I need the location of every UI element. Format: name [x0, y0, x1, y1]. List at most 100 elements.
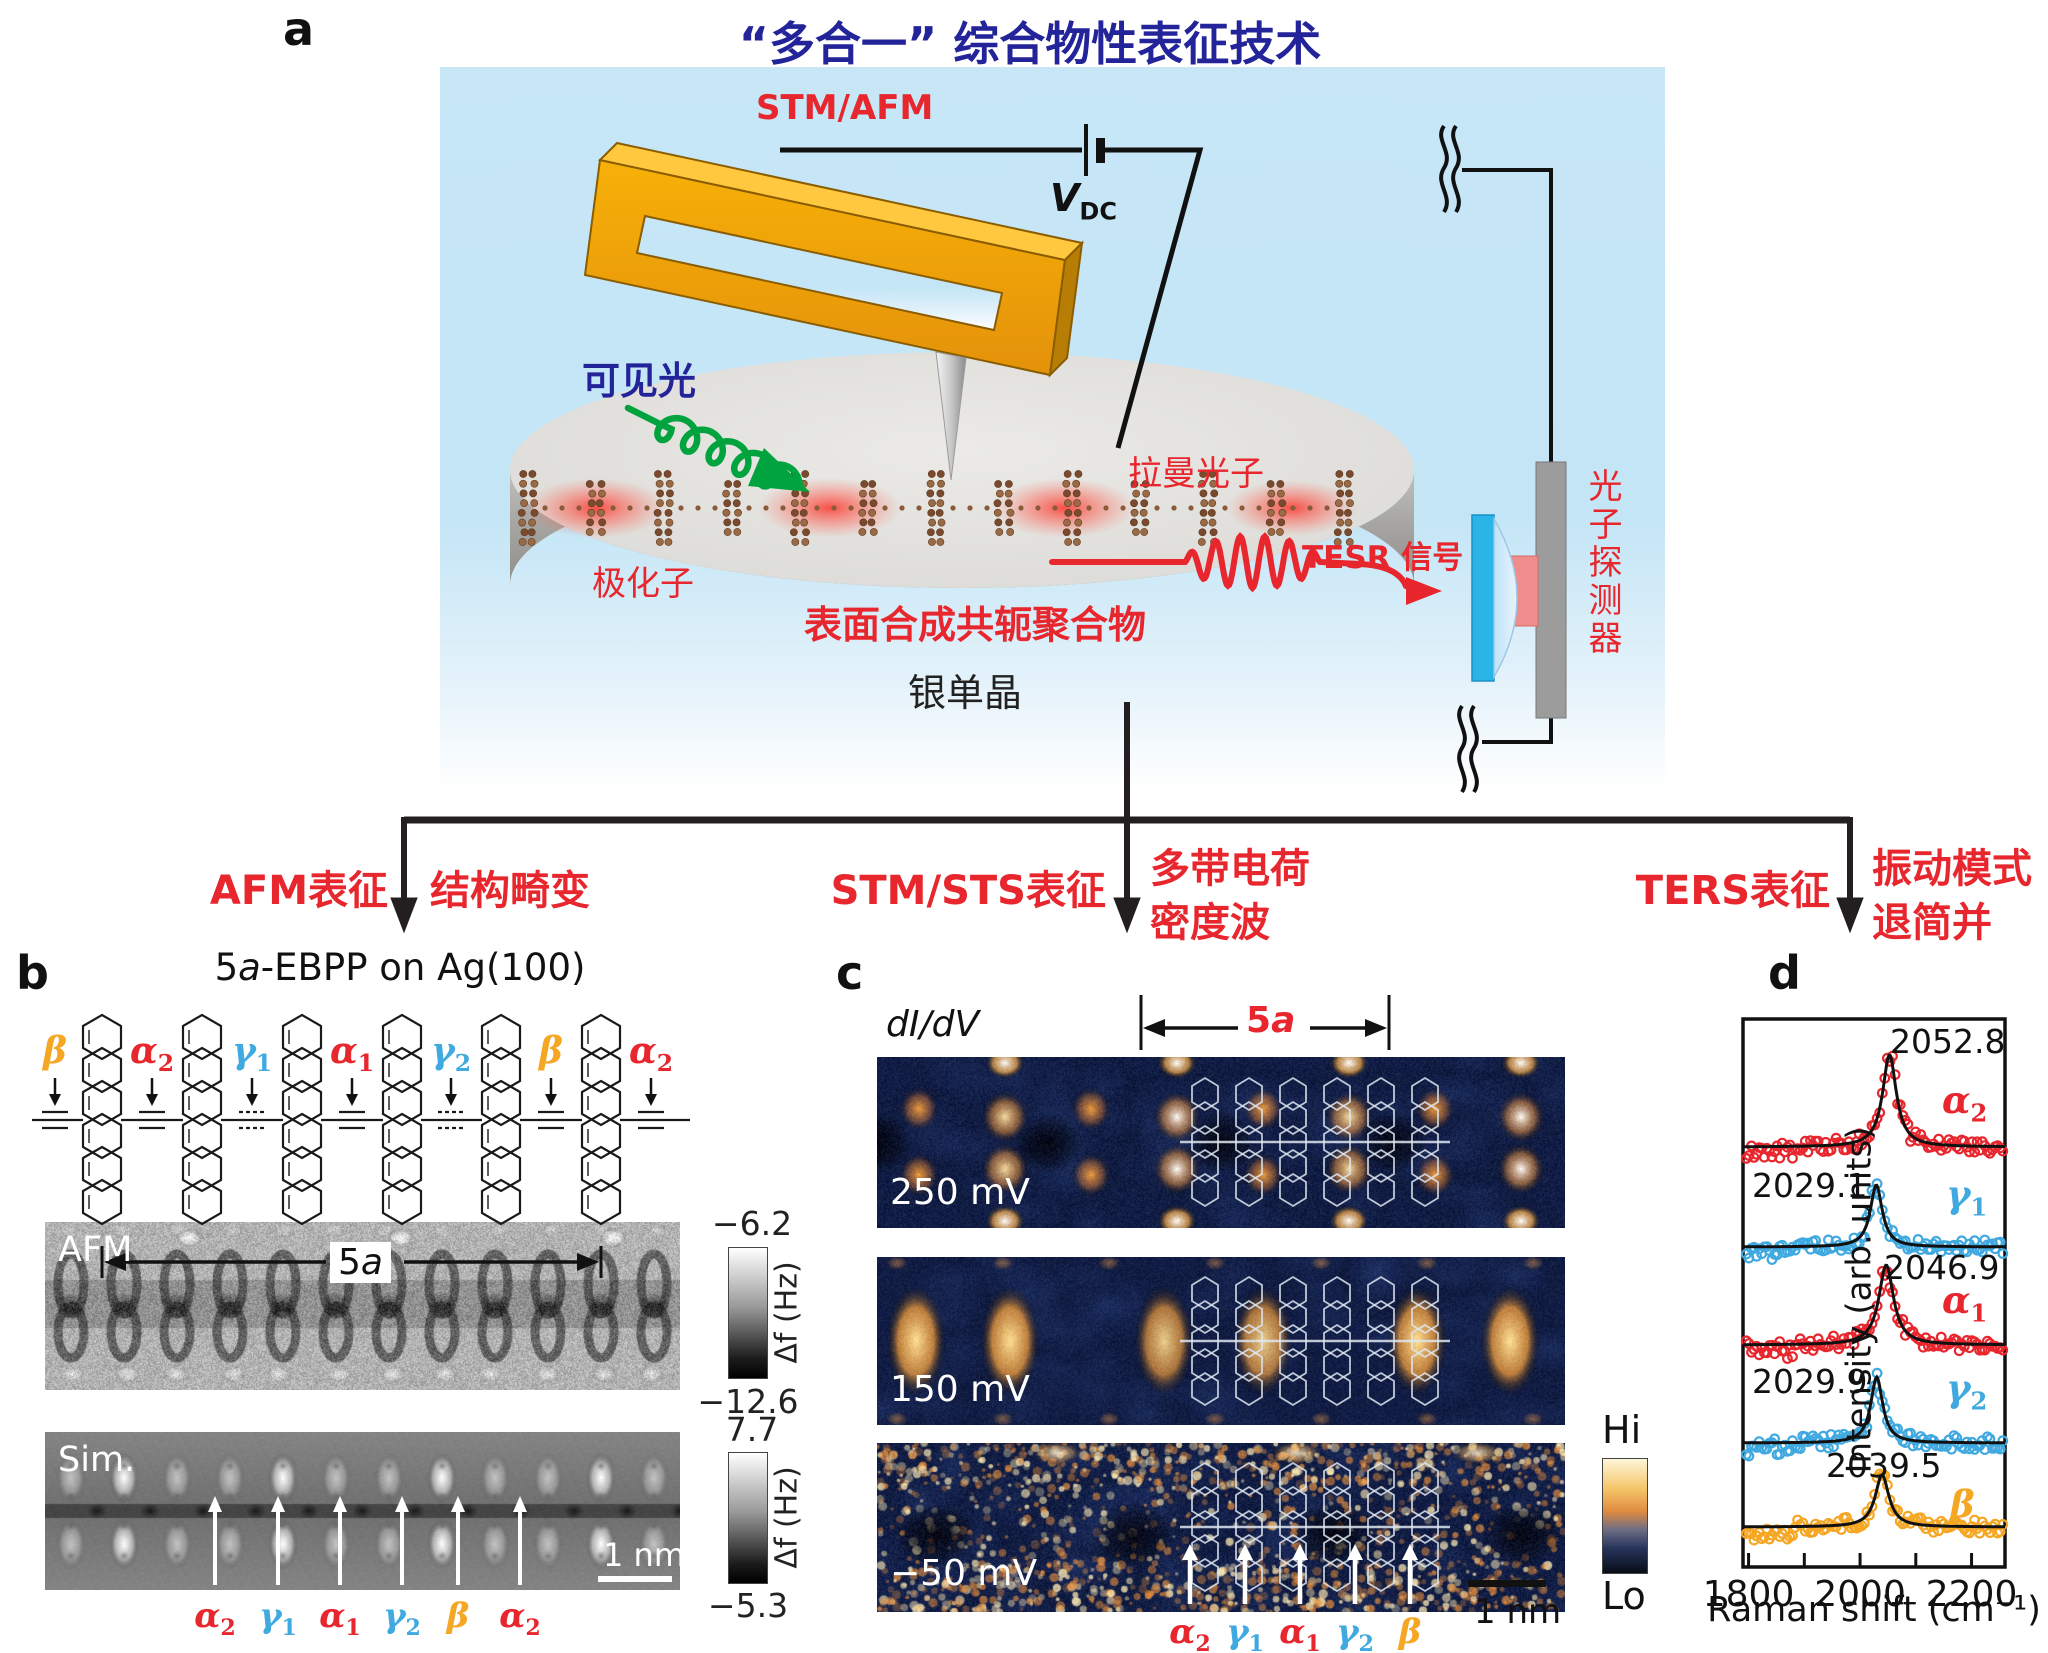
mode-label-γ2: γ2	[383, 1596, 421, 1641]
branch-afm-result: 结构畸变	[430, 868, 590, 914]
chemical-structure	[32, 1013, 690, 1226]
panel-c-label: c	[836, 946, 864, 1000]
mode-label-γ1: γ1	[231, 1030, 273, 1078]
didv-label: dI/dV	[886, 1004, 980, 1045]
span-5: 5	[338, 1242, 361, 1283]
mode-label-γ2: γ2	[430, 1030, 472, 1078]
figure-title: “多合一” 综合物性表征技术	[738, 17, 1322, 71]
scalebar-c	[1468, 1580, 1546, 1587]
afm-colorbar-unit: Δf (Hz)	[769, 1261, 805, 1364]
branch-ters-result-1: 振动模式	[1872, 846, 2032, 892]
panel-a-label: a	[283, 2, 315, 56]
afm-simulation-image	[45, 1432, 680, 1590]
branch-ters-result-2: 退简并	[1872, 900, 1992, 946]
mode-label-α1: α1	[1279, 1612, 1321, 1653]
peak-value-alpha2: 2052.8	[1890, 1022, 2006, 1061]
probe-tip	[935, 351, 967, 481]
afm-colorbar-min: −12.6	[697, 1382, 799, 1421]
mode-label-β: β	[1950, 1482, 1975, 1526]
scalebar-b	[598, 1576, 672, 1582]
bias-neg50mv: −50 mV	[890, 1553, 1038, 1594]
fit-curve-alpha1	[1743, 1263, 2006, 1347]
conjugated-polymer-chain	[517, 470, 1354, 546]
stm-site-arrows	[1182, 1544, 1418, 1604]
tesr-signal-label: TESR 信号	[1302, 540, 1464, 576]
peak-value-beta: 2039.5	[1826, 1446, 1942, 1485]
light-waves	[624, 404, 1442, 605]
mode-label-α2: α2	[1942, 1078, 1988, 1128]
xtick-2000: 2000	[1814, 1574, 1906, 1615]
battery-icon	[1084, 124, 1105, 176]
mode-label-α2: α2	[194, 1596, 236, 1641]
panel-d-label: d	[1768, 946, 1801, 1000]
branch-sts-method: STM/STS表征	[830, 868, 1106, 914]
fit-curve-gamma1	[1743, 1183, 2005, 1249]
polymer-label: 表面合成共轭聚合物	[803, 603, 1147, 647]
mode-label-α2: α2	[1169, 1612, 1211, 1653]
scalebar-b-label: 1 nm	[603, 1536, 685, 1574]
branch-sts-result-1: 多带电荷	[1150, 846, 1310, 892]
stm-colorbar-hi: Hi	[1602, 1408, 1642, 1452]
bias-sub: DC	[1079, 197, 1117, 226]
fit-curve-alpha2	[1743, 1053, 2005, 1149]
mode-label-β: β	[1398, 1612, 1422, 1652]
fit-curve-gamma2	[1743, 1374, 2005, 1445]
title-a: a	[238, 946, 261, 989]
title-rest: -EBPP on Ag(100)	[260, 946, 586, 989]
span-label-c: 5a	[1240, 1000, 1302, 1041]
branch-sts-result-2: 密度波	[1150, 900, 1270, 946]
mode-label-α1: α1	[330, 1030, 374, 1078]
mode-label-β: β	[446, 1596, 470, 1636]
photon-detector-assembly	[1471, 461, 1567, 719]
unit-cell-arrow-b	[100, 1246, 603, 1278]
mode-label-α1: α1	[319, 1596, 361, 1641]
sim-site-arrows	[208, 1496, 527, 1585]
visible-light-label: 可见光	[582, 359, 697, 403]
peak-value-gamma1: 2029.1	[1752, 1166, 1868, 1205]
fit-curve-beta	[1743, 1473, 2005, 1529]
mode-label-α2: α2	[629, 1030, 673, 1078]
panel-b-label: b	[16, 946, 49, 1000]
peak-value-gamma2: 2029.9	[1752, 1362, 1868, 1401]
mode-label-α1: α1	[1942, 1278, 1988, 1328]
unit-cell-arrow-c	[1139, 995, 1391, 1050]
sim-image-title: Sim.	[58, 1440, 136, 1480]
bias-circuit-wire	[780, 147, 1204, 449]
afm-colorbar-max: −6.2	[711, 1204, 793, 1243]
detector-circuit	[1439, 124, 1553, 794]
molecule-overlays	[1180, 1076, 1450, 1593]
mode-label-β: β	[43, 1030, 67, 1072]
span-c-5: 5	[1246, 1000, 1272, 1041]
bias-v: V	[1050, 176, 1080, 220]
substrate-label: 银单晶	[907, 671, 1023, 715]
bias-250mv: 250 mV	[890, 1172, 1030, 1213]
branch-ters-method: TERS表征	[1635, 868, 1830, 914]
xtick-1800: 1800	[1702, 1574, 1795, 1615]
afm-colorbar	[728, 1247, 768, 1379]
mode-label-β: β	[539, 1030, 563, 1072]
tuning-fork-sensor	[583, 141, 1085, 378]
bias-150mv: 150 mV	[890, 1369, 1030, 1410]
afm-image-title: AFM	[58, 1230, 133, 1270]
span-label-b: 5a	[330, 1242, 391, 1283]
branch-afm-method: AFM表征	[209, 868, 388, 914]
sim-colorbar-max: 7.7	[725, 1410, 779, 1449]
peak-value-alpha1: 2046.9	[1884, 1248, 2000, 1287]
mode-label-γ1: γ1	[259, 1596, 297, 1641]
mode-label-γ1: γ1	[1946, 1172, 1988, 1222]
panel-b-title: 5a-EBPP on Ag(100)	[215, 946, 586, 989]
raman-photon-wave	[1049, 532, 1417, 593]
raman-xlabel: Raman shift (cm⁻¹)	[1707, 1590, 2041, 1630]
mode-label-γ2: γ2	[1946, 1366, 1988, 1416]
title-5: 5	[214, 946, 239, 989]
branch-arrows	[390, 702, 1864, 934]
bias-label: VDC	[1050, 176, 1117, 226]
raman-photon-arrowhead	[1406, 577, 1442, 605]
raman-photon-label: 拉曼光子	[1128, 454, 1264, 494]
polaron-label: 极化子	[592, 564, 694, 604]
probe-label: STM/AFM	[756, 88, 934, 128]
stm-colorbar	[1602, 1458, 1648, 1574]
